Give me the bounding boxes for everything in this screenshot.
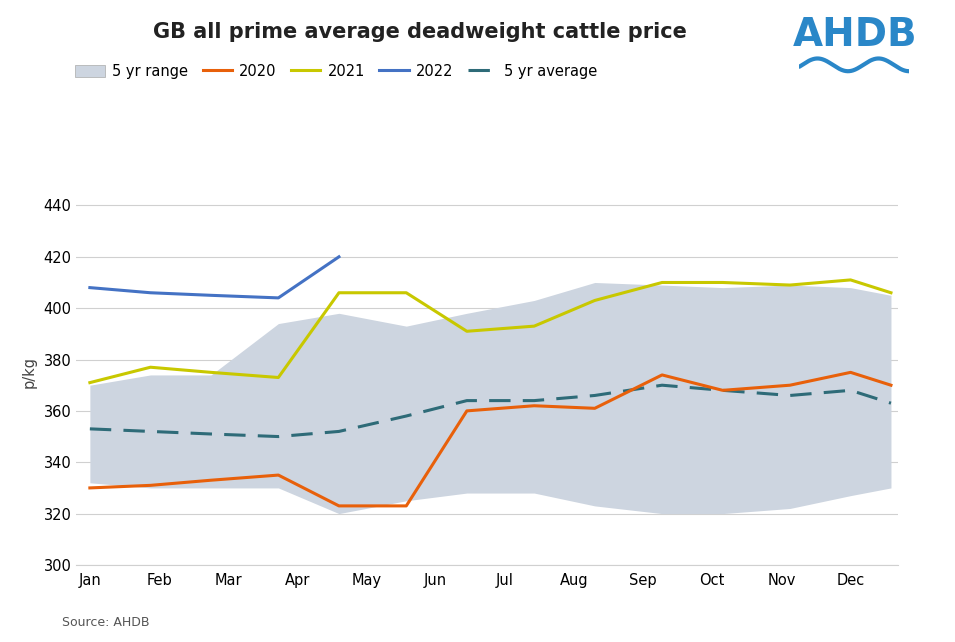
Text: Source: AHDB: Source: AHDB	[62, 616, 150, 629]
Text: GB all prime average deadweight cattle price: GB all prime average deadweight cattle p…	[153, 22, 688, 42]
Y-axis label: p/kg: p/kg	[22, 356, 36, 388]
Legend: 5 yr range, 2020, 2021, 2022, 5 yr average: 5 yr range, 2020, 2021, 2022, 5 yr avera…	[75, 64, 598, 79]
Text: AHDB: AHDB	[793, 16, 917, 54]
